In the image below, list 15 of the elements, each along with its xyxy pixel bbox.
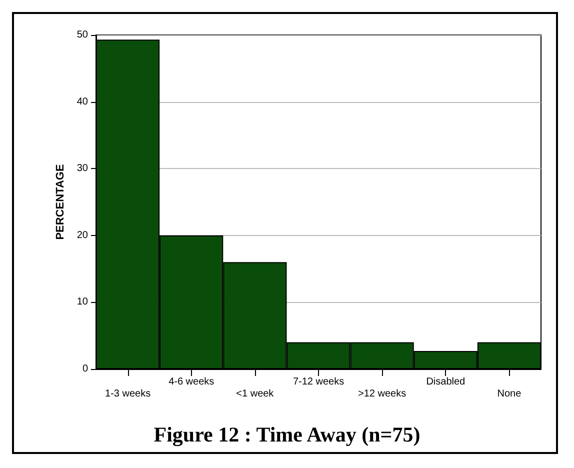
x-tick-label: <1 week bbox=[236, 388, 275, 400]
y-tick-label: 30 bbox=[76, 163, 88, 174]
x-tick-label: None bbox=[497, 388, 522, 400]
x-tick-label: 7-12 weeks bbox=[292, 376, 344, 388]
x-tick-label: >12 weeks bbox=[358, 388, 406, 400]
x-tick-label: 1-3 weeks bbox=[104, 388, 151, 400]
x-tick-label: 4-6 weeks bbox=[168, 376, 214, 388]
y-tick-label: 40 bbox=[76, 96, 88, 108]
y-axis-title: PERCENTAGE bbox=[54, 164, 66, 240]
x-tick-label: Disabled bbox=[426, 376, 466, 388]
y-tick-label: 10 bbox=[76, 296, 88, 308]
y-tick-label: 0 bbox=[82, 364, 88, 374]
y-tick-label: 20 bbox=[76, 230, 88, 241]
y-tick-label: 50 bbox=[76, 30, 88, 40]
text: Figure 12 : Time Away (n=75) bbox=[154, 422, 420, 446]
